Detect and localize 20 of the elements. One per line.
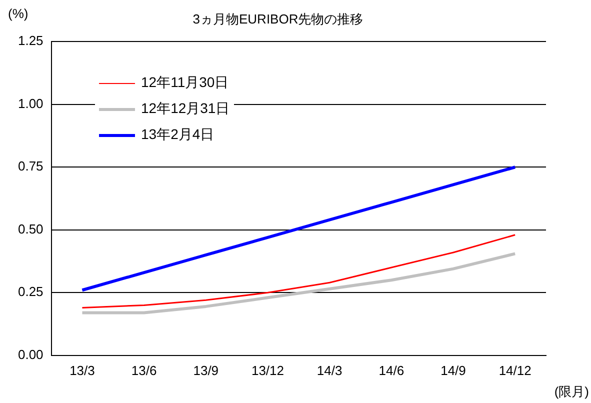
x-tick-label: 13/6 xyxy=(131,362,157,378)
x-tick-label: 13/3 xyxy=(70,362,95,378)
y-tick-label: 0.75 xyxy=(18,158,44,174)
y-tick-label: 0.00 xyxy=(18,346,44,362)
y-tick-label: 0.25 xyxy=(18,284,44,300)
y-axis-title: (%) xyxy=(8,6,28,21)
x-tick-label: 14/12 xyxy=(498,362,532,378)
x-tick-label: 14/6 xyxy=(378,362,404,378)
x-axis-title: (限月) xyxy=(554,383,589,401)
y-tick-label: 1.00 xyxy=(18,96,44,111)
legend-label: 12年11月30日 xyxy=(141,74,229,92)
y-tick-label: 0.50 xyxy=(18,221,44,236)
x-tick-label: 13/12 xyxy=(251,362,284,378)
x-tick-label: 14/3 xyxy=(316,362,342,378)
chart-title: 3ヵ月物EURIBOR先物の推移 xyxy=(192,11,364,26)
legend-label: 12年12月31日 xyxy=(141,100,230,118)
x-tick-label: 13/9 xyxy=(193,362,219,378)
y-tick-label: 1.25 xyxy=(18,33,44,48)
legend-label: 13年2月4日 xyxy=(141,126,214,144)
x-tick-label: 14/9 xyxy=(440,362,466,378)
